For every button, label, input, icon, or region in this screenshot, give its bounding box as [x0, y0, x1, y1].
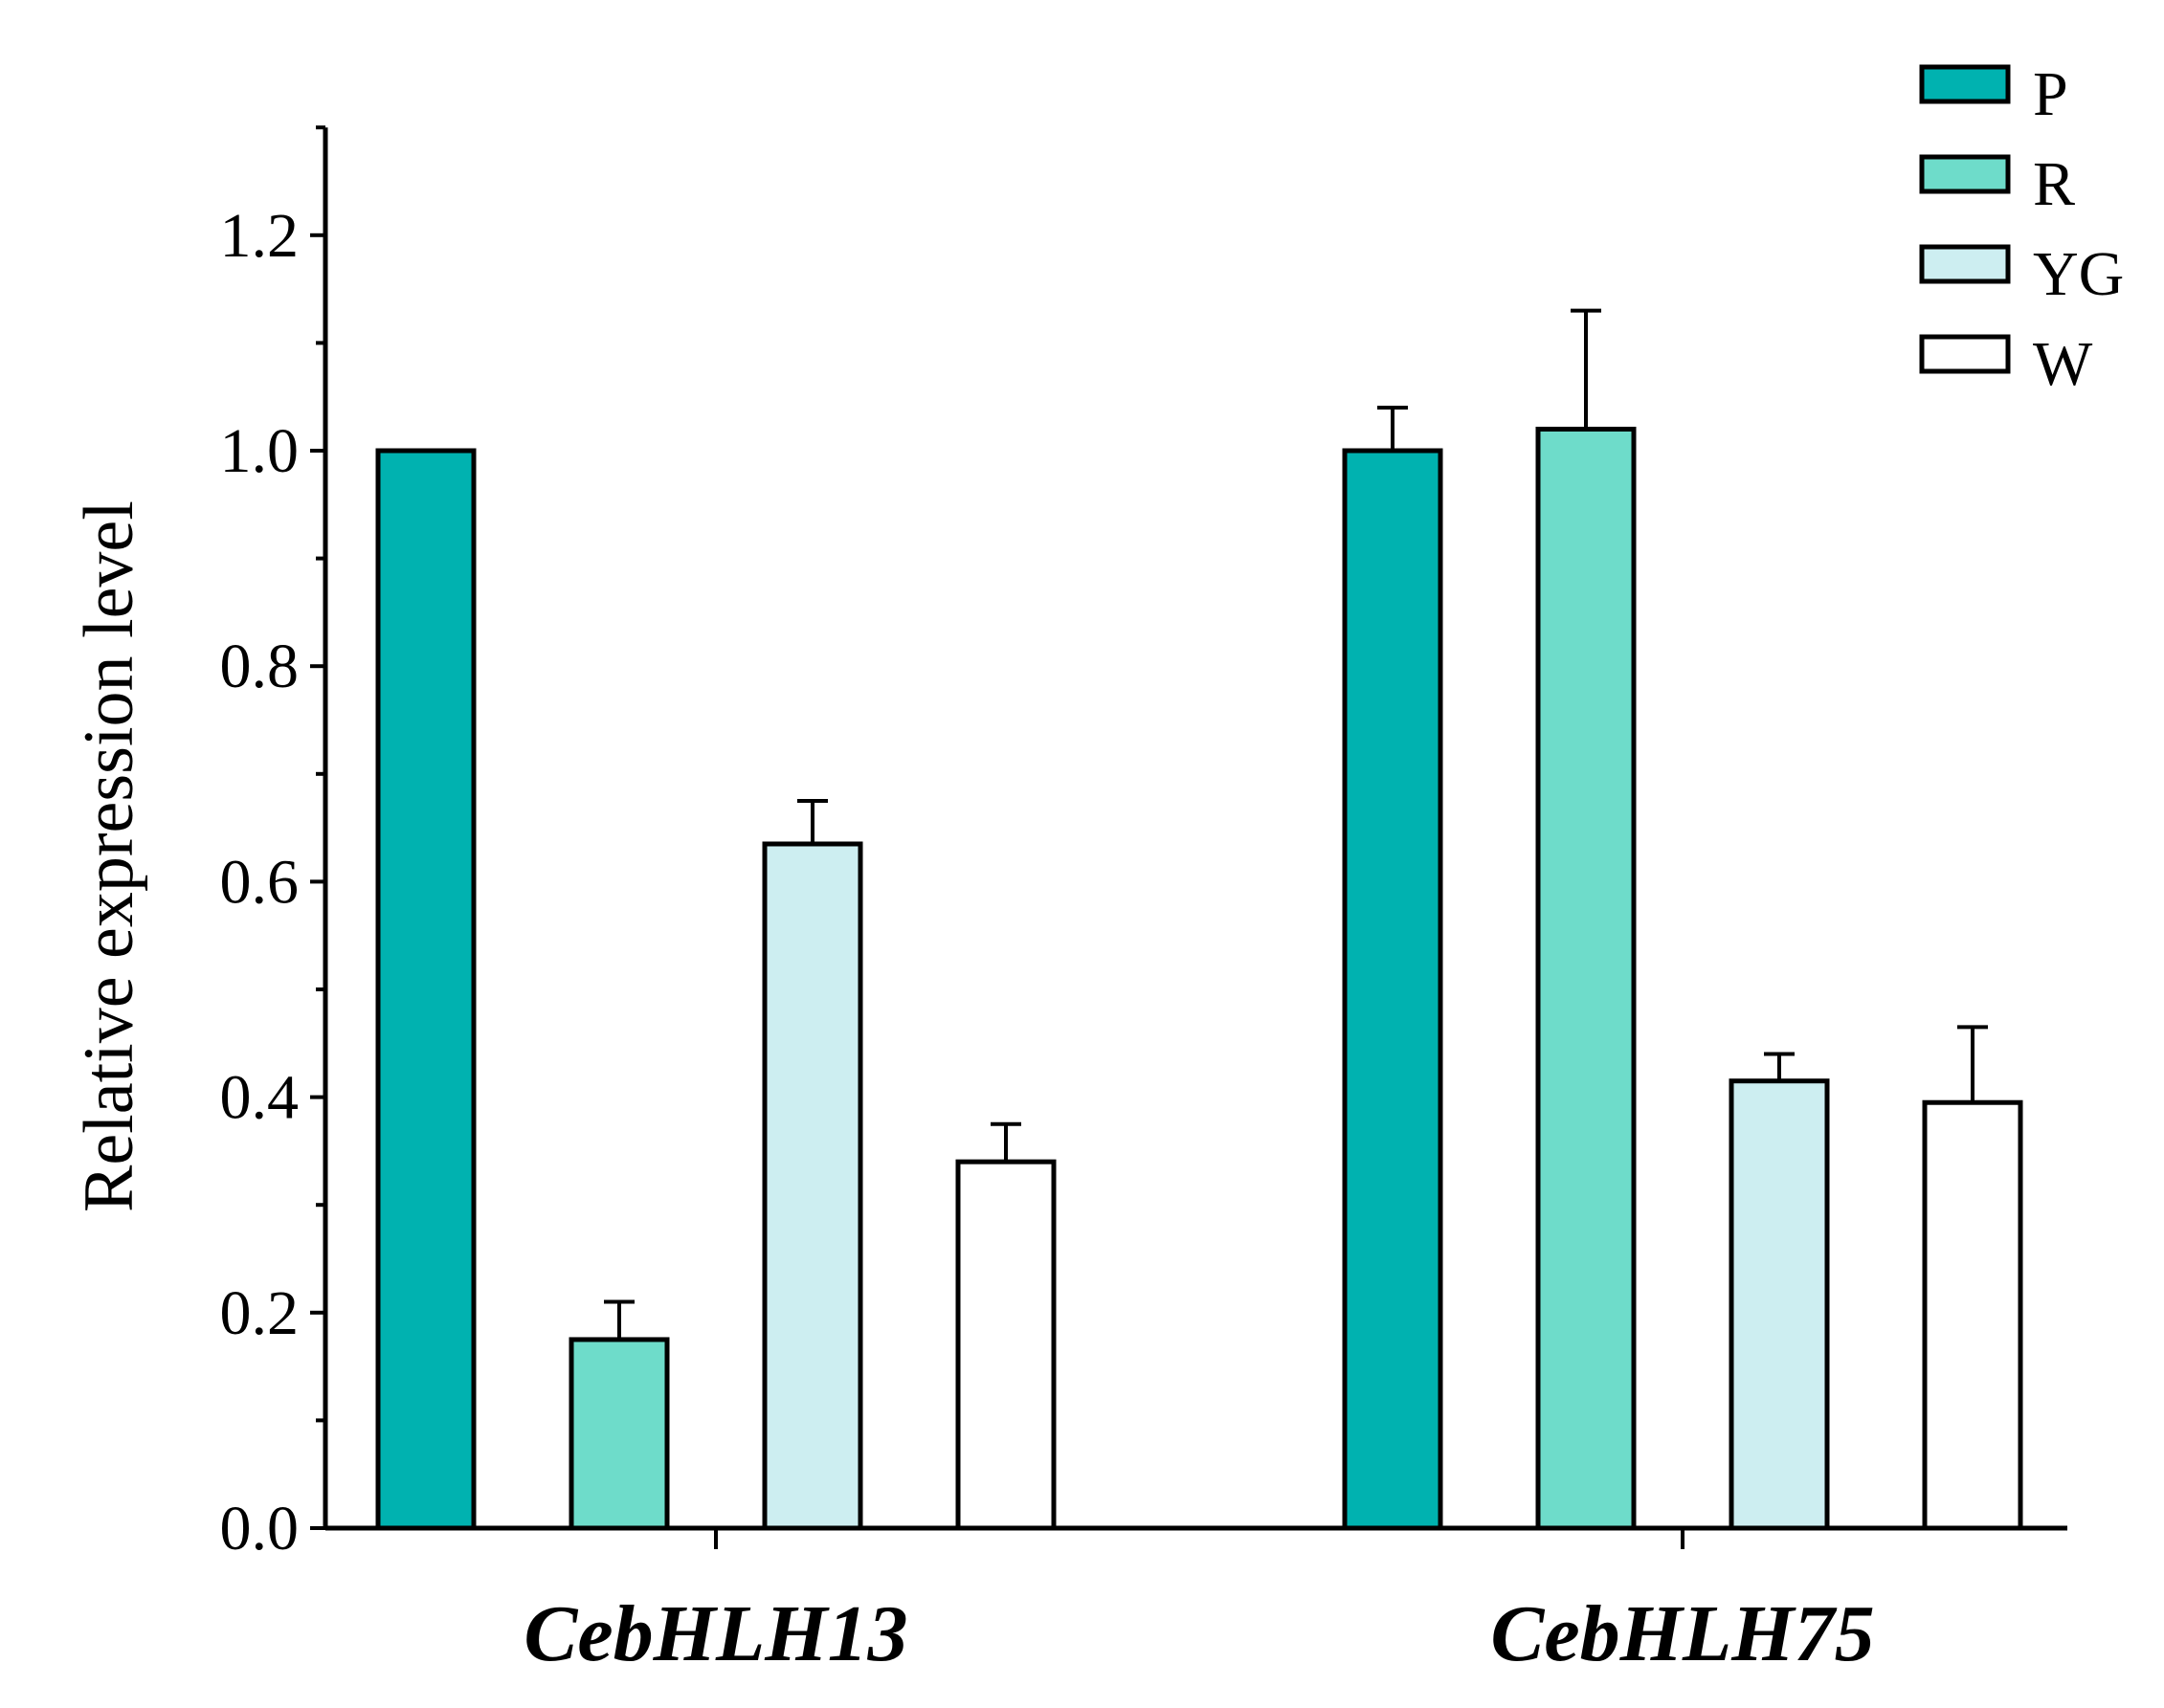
legend-swatch — [1919, 334, 2011, 374]
legend-swatch — [1919, 64, 2011, 104]
x-category-label: CebHLH75 — [1490, 1589, 1874, 1678]
legend: PR YG W — [1919, 59, 2124, 399]
y-tick-label: 0.6 — [220, 847, 300, 917]
legend-swatch — [1919, 244, 2011, 284]
y-tick-label: 1.0 — [220, 416, 300, 486]
y-axis-title: Relative expression level — [70, 500, 148, 1212]
legend-label: YG — [2033, 239, 2124, 309]
axes: 0.0 0.2 0.4 0.6 0.8 1.0 1.2 Relative expression… — [70, 125, 2067, 1678]
bar — [1535, 426, 1637, 1531]
legend-swatch — [1919, 154, 2011, 194]
legend-label: W — [2033, 329, 2093, 399]
y-tick-label: 0.8 — [220, 632, 300, 701]
y-tick-label: 0.4 — [220, 1063, 300, 1133]
bar — [375, 448, 477, 1531]
legend-label: R — [2033, 149, 2075, 219]
bar — [1729, 1078, 1830, 1531]
bars — [375, 308, 2023, 1531]
x-category-label: CebHLH13 — [524, 1589, 907, 1678]
bar — [1922, 1099, 2023, 1531]
legend-label: P — [2033, 59, 2068, 129]
y-tick-label: 0.2 — [220, 1278, 300, 1348]
y-tick-label: 1.2 — [220, 201, 300, 271]
y-tick-label: 0.0 — [220, 1494, 300, 1564]
bar — [1342, 448, 1443, 1531]
bar — [569, 1337, 670, 1531]
bar — [762, 841, 863, 1531]
bar — [955, 1159, 1057, 1531]
